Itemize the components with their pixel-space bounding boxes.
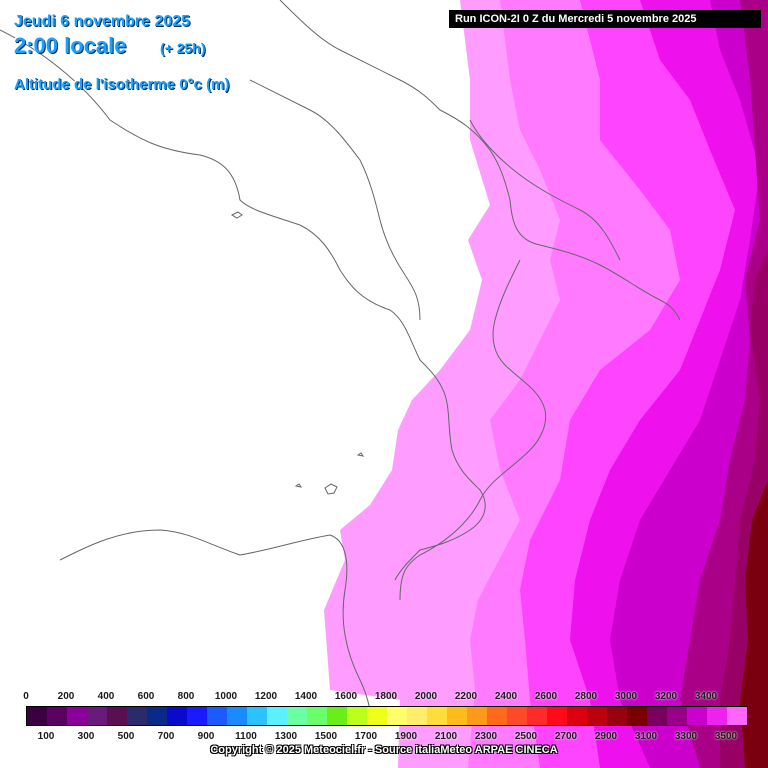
legend-tick-label: 1100 — [235, 731, 257, 742]
legend-swatch — [67, 707, 87, 725]
forecast-local-time: 2:00 locale — [14, 33, 127, 58]
legend-swatch — [707, 707, 727, 725]
legend-swatch — [247, 707, 267, 725]
isotherm-band-8 — [740, 480, 768, 768]
legend-swatch — [347, 707, 367, 725]
legend-tick-label: 2800 — [574, 691, 598, 702]
legend-tick-label: 2500 — [514, 731, 538, 742]
italy-east-coast — [279, 0, 681, 321]
legend-swatch — [667, 707, 687, 725]
legend-swatch — [547, 707, 567, 725]
island-3 — [294, 483, 303, 488]
legend-swatch — [327, 707, 347, 725]
legend-tick-label: 200 — [57, 691, 75, 702]
legend-tick-label: 3000 — [614, 691, 638, 702]
legend-swatch — [87, 707, 107, 725]
legend-color-bar — [26, 706, 748, 726]
legend-tick-label: 1800 — [374, 691, 398, 702]
legend-tick-label: 1600 — [334, 691, 358, 702]
legend-swatch — [687, 707, 707, 725]
island-2 — [324, 483, 338, 495]
legend-tick-label: 3200 — [654, 691, 678, 702]
inland-border-3 — [469, 119, 621, 261]
legend-tick-label: 900 — [197, 731, 215, 742]
calabria-coast — [399, 259, 547, 601]
legend-tick-label: 2600 — [534, 691, 558, 702]
legend-tick-label: 800 — [177, 691, 195, 702]
legend-swatch — [627, 707, 647, 725]
legend-tick-label: 2100 — [434, 731, 458, 742]
model-run-label: Run ICON-2I 0 Z du Mercredi 5 novembre 2… — [449, 10, 761, 28]
legend-tick-label: 100 — [37, 731, 55, 742]
legend-tick-label: 400 — [97, 691, 115, 702]
legend-swatch — [127, 707, 147, 725]
legend-tick-label: 2900 — [594, 731, 618, 742]
legend-swatch — [47, 707, 67, 725]
legend-swatch — [447, 707, 467, 725]
legend-tick-label: 1200 — [254, 691, 278, 702]
legend-tick-label: 600 — [137, 691, 155, 702]
legend-swatch — [407, 707, 427, 725]
legend-tick-label: 1400 — [294, 691, 318, 702]
legend-tick-label: 700 — [157, 731, 175, 742]
legend-tick-label: 3100 — [634, 731, 658, 742]
legend-swatch — [287, 707, 307, 725]
legend-tick-label: 1500 — [314, 731, 338, 742]
legend-tick-label: 1900 — [394, 731, 418, 742]
copyright-text: Copyright © 2025 Meteociel.fr - Source i… — [210, 744, 558, 756]
legend-swatch — [187, 707, 207, 725]
legend-swatch — [107, 707, 127, 725]
legend-swatch — [207, 707, 227, 725]
legend-swatch — [727, 707, 747, 725]
island-4 — [356, 452, 365, 457]
inland-border-1 — [249, 79, 381, 221]
forecast-date: Jeudi 6 novembre 2025 — [14, 13, 191, 30]
legend-swatch — [167, 707, 187, 725]
legend-swatch — [267, 707, 287, 725]
legend-tick-label: 2000 — [414, 691, 438, 702]
legend-swatch — [147, 707, 167, 725]
legend-swatch — [567, 707, 587, 725]
legend-tick-label: 1300 — [274, 731, 298, 742]
island-1 — [230, 211, 243, 219]
legend-swatch — [647, 707, 667, 725]
legend-tick-label: 1700 — [354, 731, 378, 742]
legend-swatch — [427, 707, 447, 725]
legend-tick-label: 0 — [23, 691, 29, 702]
legend-tick-label: 300 — [77, 731, 95, 742]
legend-swatch — [587, 707, 607, 725]
legend-tick-label: 3300 — [674, 731, 698, 742]
legend-tick-label: 2300 — [474, 731, 498, 742]
legend-tick-label: 2700 — [554, 731, 578, 742]
legend-tick-label: 500 — [117, 731, 135, 742]
legend-tick-label: 2400 — [494, 691, 518, 702]
legend-tick-label: 2200 — [454, 691, 478, 702]
variable-title: Altitude de l'isotherme 0°c (m) — [14, 76, 230, 93]
coastlines — [0, 0, 681, 711]
legend-tick-label: 3500 — [714, 731, 738, 742]
legend-tick-label: 1000 — [214, 691, 238, 702]
legend-swatch — [607, 707, 627, 725]
forecast-lead-time: (+ 25h) — [160, 40, 206, 56]
legend-swatch — [487, 707, 507, 725]
legend-swatch — [367, 707, 387, 725]
italy-west-coast — [0, 29, 486, 581]
legend-swatch — [507, 707, 527, 725]
sicily-coast — [59, 529, 371, 711]
legend-swatch — [227, 707, 247, 725]
legend-swatch — [467, 707, 487, 725]
legend-swatch — [307, 707, 327, 725]
legend-tick-label: 3400 — [694, 691, 718, 702]
legend-swatch — [27, 707, 47, 725]
legend-swatch — [527, 707, 547, 725]
color-legend: 0 200 400 600 800 1000 1200 1400 1600 1800 2000 220… — [0, 686, 768, 768]
legend-swatch — [387, 707, 407, 725]
inland-border-2 — [379, 219, 421, 321]
